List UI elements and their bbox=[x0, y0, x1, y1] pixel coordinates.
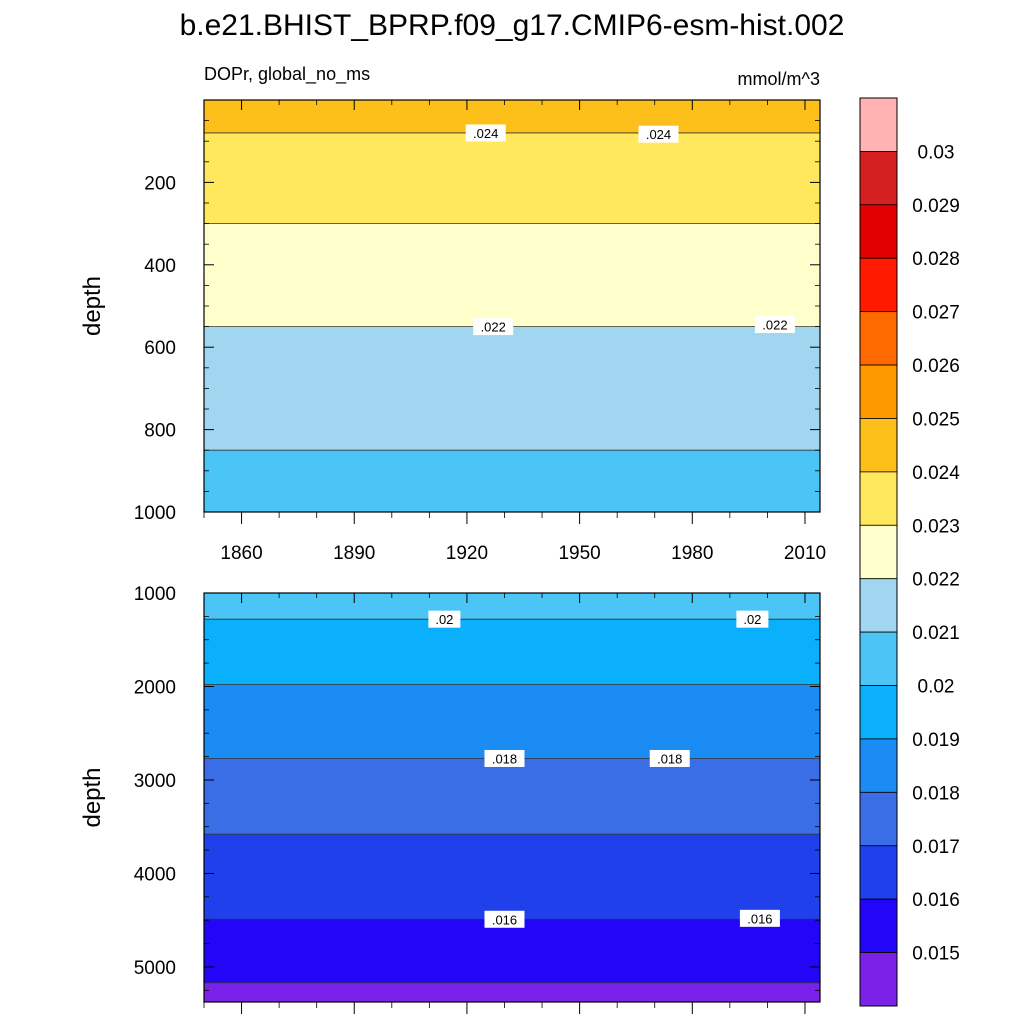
contour-label-box bbox=[484, 749, 525, 767]
contour-band bbox=[204, 100, 820, 133]
y-tick-label: 800 bbox=[144, 421, 176, 442]
contour-label-box bbox=[484, 910, 525, 928]
colorbar-level-label: 0.028 bbox=[912, 249, 960, 270]
contour-band bbox=[204, 758, 820, 835]
contour-label-box bbox=[638, 125, 679, 143]
colorbar-segment bbox=[859, 97, 898, 152]
colorbar-level-label: 0.029 bbox=[912, 196, 960, 217]
colorbar-segment bbox=[859, 898, 898, 953]
contour-label-box bbox=[465, 124, 506, 142]
panel-frame bbox=[203, 592, 821, 1003]
contour-label-box bbox=[754, 316, 795, 334]
colorbar-level-label: 0.022 bbox=[912, 570, 960, 591]
x-tick-label: 1950 bbox=[558, 543, 600, 564]
contour-label-box bbox=[736, 610, 769, 628]
y-tick-label: 400 bbox=[144, 256, 176, 277]
contour-band bbox=[204, 450, 820, 512]
colorbar-level-label: 0.03 bbox=[918, 142, 955, 163]
colorbar-segment bbox=[859, 257, 898, 313]
contour-label: .024 bbox=[646, 127, 671, 142]
units-label: mmol/m^3 bbox=[738, 69, 820, 89]
colorbar-level-label: 0.026 bbox=[912, 356, 960, 377]
contour-label-box bbox=[649, 749, 690, 767]
contour-band bbox=[204, 593, 820, 620]
colorbar-level-label: 0.023 bbox=[912, 516, 960, 537]
colorbar-segment bbox=[859, 204, 898, 259]
y-tick-label: 2000 bbox=[134, 677, 176, 698]
contour-label-box bbox=[473, 318, 514, 336]
y-tick-label: 4000 bbox=[134, 864, 176, 885]
colorbar-level-label: 0.027 bbox=[912, 303, 960, 324]
colorbar-level-label: 0.019 bbox=[912, 730, 960, 751]
colorbar-level-label: 0.017 bbox=[912, 837, 960, 858]
colorbar-level-label: 0.018 bbox=[912, 783, 960, 804]
contour-label: .022 bbox=[762, 318, 787, 333]
contour-band bbox=[204, 982, 820, 1002]
y-tick-label: 5000 bbox=[134, 958, 176, 979]
figure-title: b.e21.BHIST_BPRP.f09_g17.CMIP6-esm-hist.… bbox=[180, 9, 845, 42]
x-tick-label: 1860 bbox=[220, 543, 262, 564]
colorbar-level-label: 0.015 bbox=[912, 944, 960, 965]
contour-label: .024 bbox=[473, 126, 498, 141]
colorbar-level-label: 0.016 bbox=[912, 890, 960, 911]
y-tick-label: 1000 bbox=[134, 584, 176, 605]
colorbar-frame bbox=[859, 97, 898, 1007]
colorbar-level-label: 0.024 bbox=[912, 463, 960, 484]
contour-band bbox=[204, 834, 820, 920]
contour-label: .02 bbox=[435, 612, 453, 627]
colorbar-segment bbox=[859, 685, 898, 740]
contour-band bbox=[204, 132, 820, 224]
contour-band bbox=[204, 919, 820, 983]
colorbar-segment bbox=[859, 578, 898, 633]
y-axis-label: depth bbox=[79, 276, 106, 336]
x-tick-label: 2010 bbox=[784, 543, 826, 564]
colorbar-segment bbox=[859, 471, 898, 526]
contour-label: .016 bbox=[747, 911, 772, 926]
contour-band bbox=[204, 223, 820, 327]
contour-label: .02 bbox=[743, 612, 761, 627]
colorbar-segment bbox=[859, 952, 898, 1007]
x-tick-label: 1920 bbox=[446, 543, 488, 564]
colorbar-segment bbox=[859, 631, 898, 686]
contour-band bbox=[204, 619, 820, 685]
contour-label: .018 bbox=[657, 751, 682, 766]
colorbar-segment bbox=[859, 418, 898, 473]
y-tick-label: 200 bbox=[144, 173, 176, 194]
contour-band bbox=[204, 326, 820, 451]
variable-label: DOPr, global_no_ms bbox=[204, 64, 370, 85]
colorbar-segment bbox=[859, 845, 898, 900]
colorbar-level-label: 0.021 bbox=[912, 623, 960, 644]
colorbar-segment bbox=[859, 738, 898, 793]
lower-panel: 1000 2000 3000 4000 5000 depth .02 .02 .018 .018.… bbox=[79, 584, 821, 1014]
y-tick-label: 1000 bbox=[134, 503, 176, 524]
y-axis-label: depth bbox=[79, 767, 106, 827]
colorbar-segment bbox=[859, 151, 898, 206]
x-tick-label: 1980 bbox=[671, 543, 713, 564]
colorbar-level-label: 0.02 bbox=[918, 677, 955, 698]
y-tick-label: 3000 bbox=[134, 771, 176, 792]
colorbar-segment bbox=[859, 364, 898, 419]
x-tick-label: 1890 bbox=[333, 543, 375, 564]
colorbar-segment bbox=[859, 311, 898, 366]
contour-band bbox=[204, 684, 820, 759]
y-tick-label: 600 bbox=[144, 338, 176, 359]
contour-label-box bbox=[428, 610, 461, 628]
contour-label-box bbox=[739, 909, 780, 927]
contour-label: .022 bbox=[481, 320, 506, 335]
upper-panel: 200 400 600 800 1000 1860 1890 1920 1950 1980 2010… bbox=[79, 99, 826, 564]
colorbar: 0.03 0.029 0.028 0.027 0.026 0.025 0.024 0.023 0… bbox=[859, 97, 960, 1007]
colorbar-level-label: 0.025 bbox=[912, 409, 960, 430]
contour-label: .018 bbox=[492, 751, 517, 766]
colorbar-segment bbox=[859, 524, 898, 580]
colorbar-segment bbox=[859, 791, 898, 847]
contour-label: .016 bbox=[492, 912, 517, 927]
